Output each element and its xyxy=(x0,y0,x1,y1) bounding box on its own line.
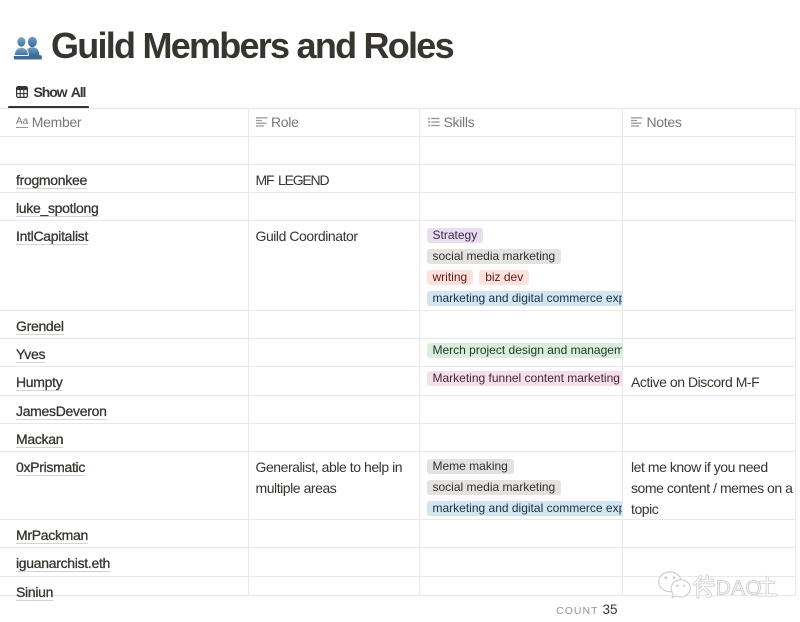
svg-text:DAO: DAO xyxy=(716,577,762,600)
